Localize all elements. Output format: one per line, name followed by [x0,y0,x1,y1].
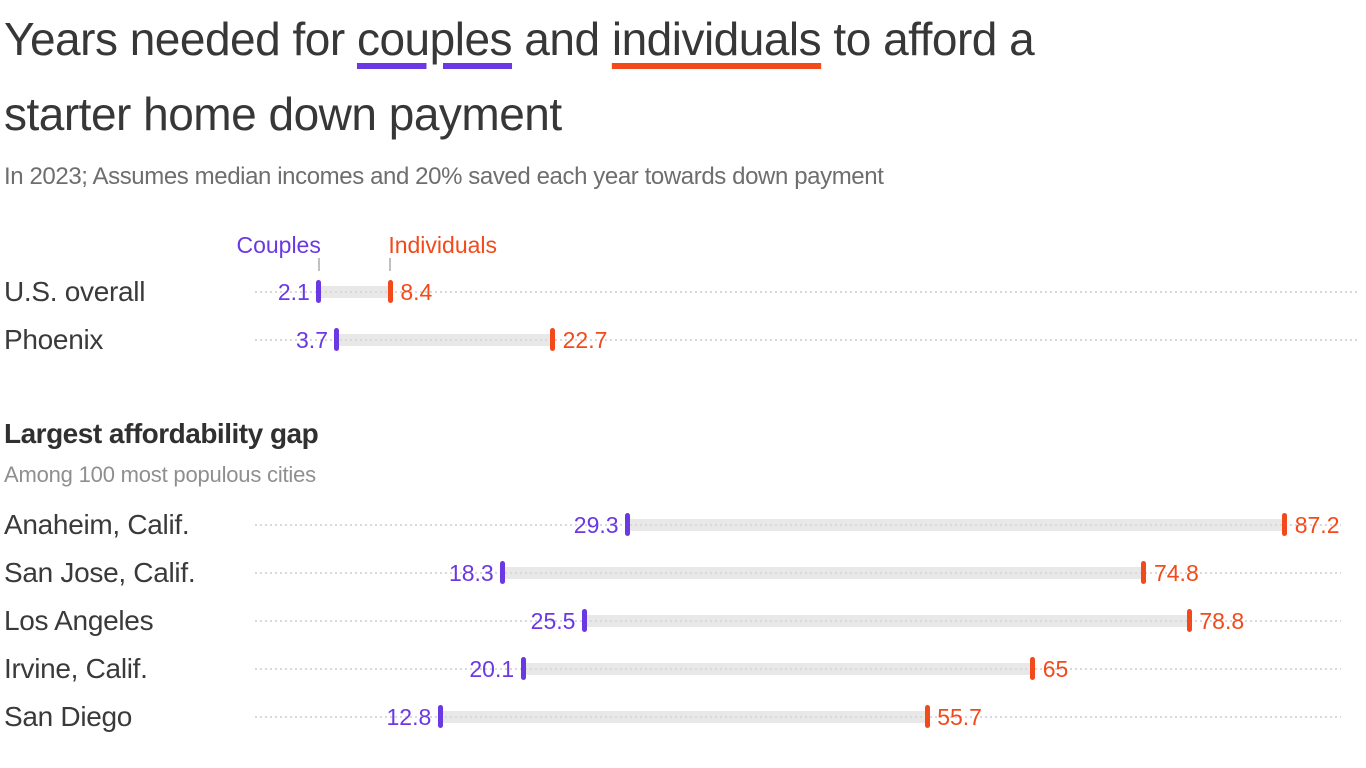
title-word-couples: couples [356,13,513,65]
chart-title: Years needed for couples and individuals… [4,2,1354,152]
chart-row: U.S. overall 2.1 8.4 [0,268,1366,316]
row-label: Irvine, Calif. [4,653,148,684]
row-leader-dots [255,572,1341,574]
chart-row: San Diego 12.8 55.7 [0,693,1366,741]
individuals-marker [1186,609,1192,632]
legend-tick-couples [317,258,320,271]
row-leader-dots [255,716,1341,718]
couples-marker [520,657,526,680]
row-leader-dots [255,620,1341,622]
individuals-marker [1030,657,1036,680]
row-label: Phoenix [4,324,104,355]
row-leader-dots [255,668,1341,670]
title-word-individuals: individuals [611,13,822,65]
section-subheader: Among 100 most populous cities [4,462,316,487]
couples-value: 2.1 [277,279,310,305]
row-leader-dots [255,339,1358,341]
legend-label-individuals: Individuals [388,232,498,258]
couples-marker [334,328,340,351]
chart-row: Irvine, Calif. 20.1 65 [0,645,1366,693]
couples-marker [437,705,443,728]
chart-row: San Jose, Calif. 18.3 74.8 [0,549,1366,597]
row-label: San Jose, Calif. [4,557,196,588]
couples-marker [500,561,506,584]
couples-value: 29.3 [573,512,619,538]
chart-row: Phoenix 3.7 22.7 [0,316,1366,364]
couples-marker [625,513,631,536]
row-label: Anaheim, Calif. [4,509,190,540]
couples-value: 20.1 [469,656,515,682]
row-label: U.S. overall [4,276,146,307]
chart-subtitle: In 2023; Assumes median incomes and 20% … [4,163,884,190]
row-leader-dots [255,291,1358,293]
individuals-marker [550,328,556,351]
individuals-value: 78.8 [1199,608,1245,634]
individuals-value: 87.2 [1294,512,1340,538]
individuals-marker [924,705,930,728]
title-line2: starter home down payment [4,88,562,140]
couples-value: 25.5 [530,608,576,634]
individuals-value: 55.7 [937,704,982,730]
section-header: Largest affordability gap [4,418,319,449]
individuals-value: 74.8 [1153,560,1199,586]
chart-row: Los Angeles 25.5 78.8 [0,597,1366,645]
couples-marker [316,280,322,303]
title-text-mid: and [512,13,612,65]
row-label: San Diego [4,701,133,732]
couples-value: 12.8 [386,704,432,730]
individuals-marker [1282,513,1288,536]
individuals-value: 22.7 [562,327,608,353]
row-leader-dots [255,524,1341,526]
legend-tick-individuals [389,258,392,271]
legend-label-couples: Couples [236,232,321,258]
couples-marker [581,609,587,632]
couples-value: 18.3 [448,560,494,586]
title-text-suffix: to afford a [821,13,1035,65]
individuals-value: 65 [1042,656,1069,682]
title-text-prefix: Years needed for [4,13,357,65]
row-label: Los Angeles [4,605,154,636]
individuals-marker [387,280,393,303]
chart-row: Anaheim, Calif. 29.3 87.2 [0,501,1366,549]
couples-value: 3.7 [296,327,328,353]
individuals-value: 8.4 [400,279,433,305]
individuals-marker [1141,561,1147,584]
